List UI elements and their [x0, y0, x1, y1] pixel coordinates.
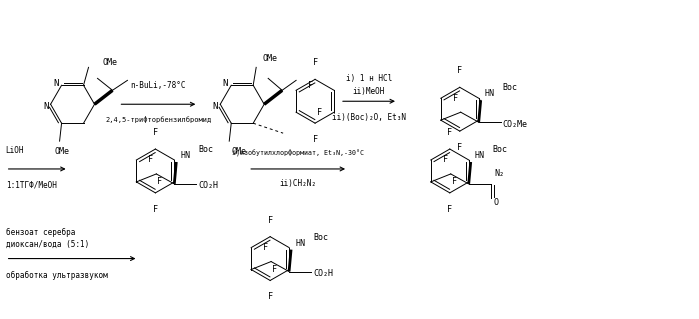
Text: F: F: [312, 58, 317, 67]
Text: HN: HN: [484, 89, 495, 98]
Text: CO₂Me: CO₂Me: [503, 120, 528, 129]
Text: N: N: [43, 102, 48, 111]
Text: бензоат серебра: бензоат серебра: [6, 227, 75, 237]
Text: F: F: [453, 94, 458, 103]
Text: Boc: Boc: [493, 145, 507, 154]
Text: LiOH: LiOH: [6, 146, 24, 155]
Text: 2,4,5-трифторбензилбромид: 2,4,5-трифторбензилбромид: [106, 116, 212, 123]
Text: CO₂H: CO₂H: [199, 182, 218, 190]
Text: Boc: Boc: [503, 83, 518, 92]
Text: F: F: [153, 205, 158, 214]
Text: OMe: OMe: [54, 147, 69, 156]
Text: ii)(Boc)₂O, Et₃N: ii)(Boc)₂O, Et₃N: [332, 113, 406, 122]
Text: F: F: [442, 155, 448, 165]
Text: F: F: [272, 265, 278, 274]
Text: F: F: [153, 128, 158, 137]
Text: Boc: Boc: [199, 145, 213, 154]
Text: HN: HN: [475, 151, 484, 160]
Text: N: N: [53, 79, 58, 88]
Text: N: N: [222, 79, 228, 88]
Text: F: F: [263, 243, 268, 252]
Text: i)изобутилхлорформиат, Et₃N,-30°C: i)изобутилхлорформиат, Et₃N,-30°C: [232, 149, 364, 156]
Text: HN: HN: [295, 239, 305, 248]
Text: OMe: OMe: [103, 58, 117, 67]
Text: Boc: Boc: [313, 233, 328, 241]
Text: OMe: OMe: [232, 147, 247, 156]
Text: i) 1 н HCl: i) 1 н HCl: [346, 74, 392, 83]
Text: F: F: [317, 108, 322, 117]
Text: F: F: [268, 216, 273, 225]
Text: F: F: [157, 177, 162, 186]
Text: OMe: OMe: [263, 54, 278, 63]
Text: F: F: [452, 177, 457, 186]
Text: диоксан/вода (5:1): диоксан/вода (5:1): [6, 240, 89, 249]
Text: F: F: [447, 205, 452, 214]
Text: O: O: [493, 198, 498, 207]
Text: ii)MeOH: ii)MeOH: [353, 87, 385, 96]
Text: ii)CH₂N₂: ii)CH₂N₂: [280, 179, 317, 188]
Text: HN: HN: [180, 151, 190, 160]
Text: F: F: [148, 155, 153, 165]
Text: N₂: N₂: [495, 169, 505, 178]
Text: F: F: [447, 128, 452, 137]
Text: F: F: [457, 143, 462, 152]
Text: F: F: [312, 135, 317, 144]
Text: n-BuLi,-78°C: n-BuLi,-78°C: [131, 81, 186, 90]
Text: F: F: [308, 81, 313, 90]
Text: N: N: [212, 102, 218, 111]
Text: CO₂H: CO₂H: [313, 269, 333, 278]
Text: F: F: [268, 293, 273, 301]
Text: 1:1ТГФ/MeOH: 1:1ТГФ/MeOH: [6, 181, 57, 190]
Text: F: F: [457, 66, 462, 75]
Text: обработка ультразвуком: обработка ультразвуком: [6, 271, 108, 280]
